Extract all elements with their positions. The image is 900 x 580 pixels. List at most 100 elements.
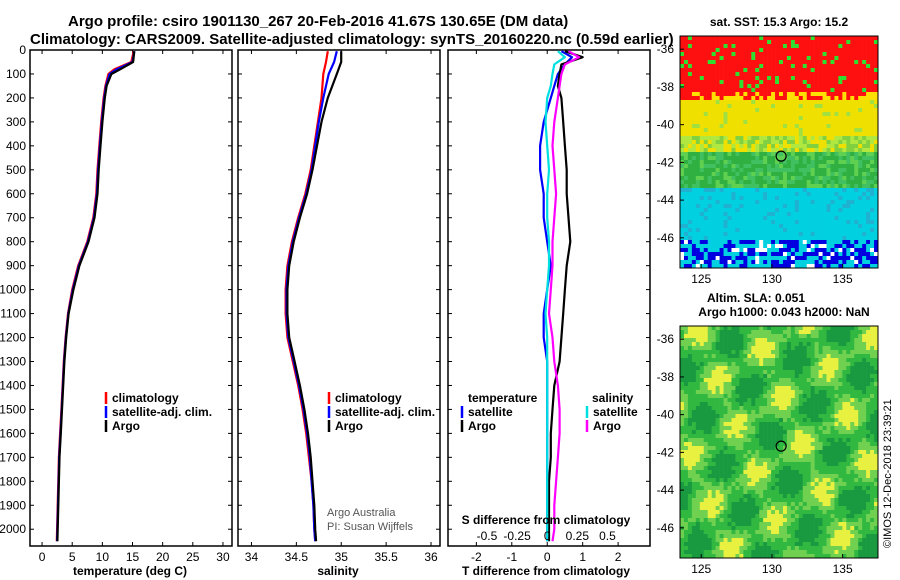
map-cell (822, 390, 827, 395)
map-cell (719, 60, 724, 65)
map-cell (846, 176, 851, 181)
map-cell (735, 76, 740, 81)
map-cell (794, 64, 800, 69)
map-cell (739, 446, 744, 451)
map-cell (723, 390, 728, 395)
map-cell (723, 64, 728, 69)
map-cell (814, 172, 819, 177)
map-cell (719, 124, 724, 129)
map-cell (806, 354, 811, 359)
map-cell (683, 450, 689, 455)
map-cell (763, 68, 768, 73)
map-cell (775, 128, 780, 133)
map-cell (695, 60, 701, 65)
map-cell (814, 248, 819, 253)
map-cell (806, 232, 811, 237)
map-cell (727, 56, 732, 61)
map-cell (755, 346, 760, 351)
map-cell (683, 438, 689, 443)
map-cell (771, 124, 776, 129)
map-cell (763, 104, 768, 109)
map-cell (779, 228, 784, 233)
map-cell (771, 120, 776, 125)
map-cell (743, 108, 748, 113)
map-cell (723, 52, 728, 57)
map-cell (779, 124, 784, 129)
map-cell (854, 108, 859, 113)
map-cell (743, 92, 748, 97)
map-cell (802, 454, 808, 459)
map-cell (850, 212, 855, 217)
map-cell (751, 148, 756, 153)
map-cell (798, 252, 804, 257)
map-cell (680, 40, 685, 45)
map-cell (806, 76, 811, 81)
map-cell (743, 128, 748, 133)
map-cell (775, 176, 780, 181)
map-cell (755, 236, 760, 241)
map-cell (680, 386, 685, 391)
map-cell (838, 426, 843, 431)
map-cell (786, 264, 792, 269)
map-cell (806, 462, 811, 467)
map-cell (846, 168, 851, 173)
map-cell (862, 76, 867, 81)
map-cell (739, 100, 744, 105)
map-cell (703, 252, 709, 257)
map-cell (850, 354, 855, 359)
map-cell (775, 96, 780, 101)
map-cell (711, 144, 716, 149)
map-cell (755, 370, 760, 375)
map-cell (771, 96, 776, 101)
map-cell (743, 64, 748, 69)
map-cell (687, 200, 693, 205)
map-cell (834, 60, 839, 65)
map-cell (810, 378, 815, 383)
map-cell (683, 418, 689, 423)
map-cell (866, 72, 871, 77)
map-cell (703, 248, 709, 253)
map-cell (771, 260, 776, 265)
map-cell (874, 64, 879, 69)
map-cell (771, 140, 776, 145)
map-cell (703, 128, 709, 133)
map-cell (826, 374, 831, 379)
map-cell (854, 386, 859, 391)
map-cell (715, 216, 720, 221)
map-cell (822, 394, 827, 399)
map-cell (854, 132, 859, 137)
map-cell (798, 144, 804, 149)
map-cell (731, 44, 736, 49)
map-cell (786, 438, 792, 443)
map-cell (802, 410, 808, 415)
map-cell (719, 120, 724, 125)
map-cell (771, 382, 776, 387)
map-cell (755, 232, 760, 237)
map-cell (731, 462, 736, 467)
map-cell (842, 148, 847, 153)
map-cell (680, 350, 685, 355)
map-cell (759, 236, 764, 241)
map-cell (810, 458, 815, 463)
map-cell (759, 410, 764, 415)
map-cell (834, 192, 839, 197)
map-cell (735, 462, 740, 467)
map-cell (790, 124, 796, 129)
map-cell (846, 244, 851, 249)
map-cell (691, 144, 697, 149)
map-cell (687, 382, 693, 387)
map-cell (723, 446, 728, 451)
map-cell (846, 326, 851, 331)
map-cell (759, 52, 764, 57)
map-cell (699, 76, 705, 81)
map-cell (719, 422, 724, 427)
legend-t-argo: Argo (468, 419, 496, 433)
map-cell (814, 136, 819, 141)
map-cell (703, 192, 709, 197)
map-cell (771, 462, 776, 467)
map-cell (763, 450, 768, 455)
map-cell (683, 152, 689, 157)
map-cell (763, 196, 768, 201)
map-cell (814, 76, 819, 81)
map-cell (850, 192, 855, 197)
